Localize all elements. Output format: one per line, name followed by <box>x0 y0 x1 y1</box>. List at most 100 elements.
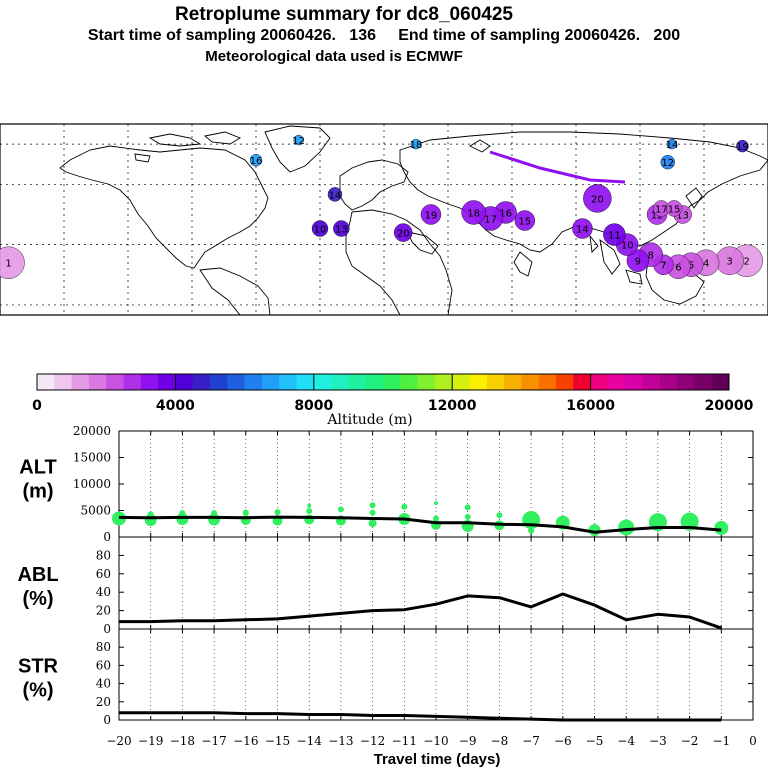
altitude-dot <box>618 519 635 536</box>
plume-marker-circle <box>327 187 343 202</box>
panel-ytick-label: 0 <box>103 713 111 727</box>
colorbar-cell <box>37 374 55 390</box>
colorbar-tick-labels: 0 4000 8000 12000 16000 20000 <box>32 374 754 414</box>
plume-marker: 19 <box>736 139 749 153</box>
colorbar-cell <box>140 374 159 390</box>
x-tick-label: −9 <box>459 734 477 748</box>
panel-ytick-label: 80 <box>96 548 111 562</box>
plume-marker-label: 13 <box>335 225 348 236</box>
x-tick-labels: −20 −19 −18 −17 −16 −15 −14 −13 −12 −11 −10 −9 −8 −7−… <box>106 734 756 748</box>
plume-marker-label: 10 <box>314 225 327 236</box>
panel-ytick-label: 0 <box>103 530 111 544</box>
plume-trajectory <box>489 150 626 184</box>
plume-marker-circle <box>249 153 263 167</box>
plume-marker-label: 19 <box>425 210 438 221</box>
panel-ylabel: STR <box>18 656 59 678</box>
plume-marker: 12 <box>292 134 305 147</box>
x-tick-label: −6 <box>554 734 572 748</box>
colorbar-tick-label: 20000 <box>705 398 754 414</box>
plume-marker-circle <box>666 138 678 150</box>
colorbar-cells <box>37 374 730 390</box>
colorbar-cell <box>677 374 695 390</box>
plume-marker-label: 19 <box>736 142 749 153</box>
colorbar-cell <box>244 374 263 390</box>
plume-marker: 14 <box>327 187 343 202</box>
colorbar-cell <box>331 374 349 390</box>
x-tick-label: −7 <box>522 734 540 748</box>
plume-marker-label: 5 <box>688 261 694 272</box>
colorbar-cell <box>521 374 540 390</box>
colorbar-cell <box>88 374 107 390</box>
colorbar-cell <box>434 374 453 390</box>
panel-ytick-label: 60 <box>96 567 111 581</box>
plume-marker-label: 9 <box>635 257 641 268</box>
plume-marker-circle <box>514 210 535 231</box>
time-series-panels: 05000100001500020000ALT(m)020406080ABL(%… <box>17 424 756 748</box>
colorbar-cell <box>158 374 176 390</box>
colorbar-tick-label: 8000 <box>294 398 333 414</box>
plume-marker: 20 <box>394 223 413 242</box>
series-line <box>119 711 722 722</box>
plume-marker-label: 18 <box>467 208 480 219</box>
plume-marker-circle <box>420 204 442 225</box>
altitude-dot <box>434 501 438 506</box>
altitude-dot <box>179 510 186 517</box>
colorbar-cell <box>486 374 505 390</box>
plume-marker-label: 12 <box>292 136 305 147</box>
x-tick-label: −19 <box>138 734 163 748</box>
plume-marker-label: 6 <box>675 263 681 274</box>
plume-marker-label: 20 <box>397 229 410 240</box>
plume-marker-label: 2 <box>743 257 749 268</box>
plume-marker-circle <box>333 220 350 237</box>
colorbar-cell <box>365 374 384 390</box>
colorbar-title: Altitude (m) <box>326 412 412 428</box>
plume-marker: 15 <box>665 200 683 217</box>
colorbar-cell <box>590 374 609 390</box>
plume-marker-label: 17 <box>655 204 668 215</box>
panel-ytick-label: 0 <box>103 622 111 636</box>
plume-marker: 12 <box>660 154 675 170</box>
x-axis-label: Travel time (days) <box>374 751 501 768</box>
colorbar-cell <box>400 374 419 390</box>
plume-marker: 1 <box>0 246 25 279</box>
plume-marker-label: 11 <box>608 231 621 242</box>
colorbar-frame <box>36 373 730 391</box>
trajectory-line <box>489 150 626 184</box>
altitude-dot <box>401 503 408 510</box>
altitude-dot <box>528 527 535 534</box>
plume-marker-label: 14 <box>329 190 342 201</box>
series-line <box>118 515 722 534</box>
panel-ytick-label: 40 <box>96 677 111 691</box>
panel-ylabel: ALT <box>19 457 56 479</box>
plume-marker: 9 <box>626 249 650 272</box>
panel-ytick-label: 20000 <box>73 424 111 438</box>
colorbar-cell <box>642 374 661 390</box>
altitude-dot <box>464 504 471 511</box>
met-data-note: Meteorological data used is ECMWF <box>205 48 463 65</box>
colorbar-cell <box>106 374 124 390</box>
x-tick-label: −17 <box>201 734 226 748</box>
panel-ylabel: ABL <box>17 564 58 586</box>
x-tick-label: −13 <box>328 734 353 748</box>
colorbar-cell <box>452 374 470 390</box>
altitude-dot <box>211 510 218 517</box>
plume-marker-label: 8 <box>647 251 653 262</box>
colorbar-cell <box>694 374 713 390</box>
altitude-dot <box>496 512 503 519</box>
plume-marker-label: 4 <box>703 259 709 270</box>
x-tick-label: 0 <box>749 734 757 748</box>
panel-abl: 0 20 40 60 80 ABL(%) <box>17 536 754 636</box>
altitude-dot <box>242 509 249 516</box>
x-tick-label: −14 <box>297 734 323 748</box>
x-tick-label: −1 <box>712 734 730 748</box>
plume-marker-circle <box>461 200 486 225</box>
colorbar-tick-label: 4000 <box>156 398 195 414</box>
plume-marker-label: 13 <box>676 210 689 221</box>
panel-ytick-label: 10000 <box>73 477 111 491</box>
x-tick-label: −2 <box>681 734 699 748</box>
x-tick-label: −3 <box>649 734 667 748</box>
panel-str: 0 20 40 60 80 STR(%) <box>18 628 754 727</box>
colorbar-cell <box>417 374 436 390</box>
plume-marker: 16 <box>249 153 263 167</box>
